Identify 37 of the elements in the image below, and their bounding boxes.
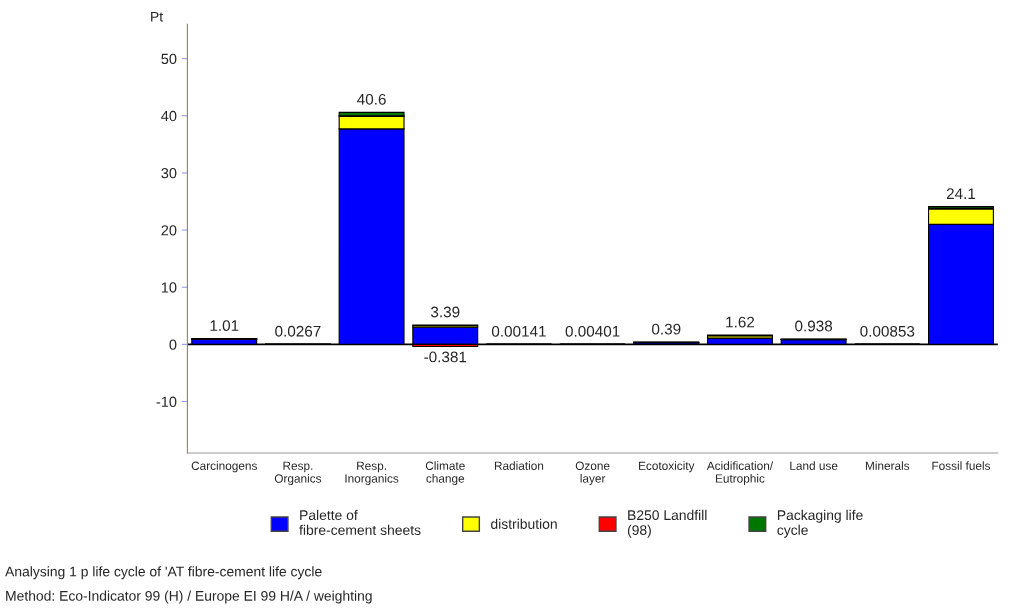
text: Method: Eco-Indicator 99 (H) / Europe EI 99 H/A / weighting [6,590,372,604]
x-tick-label: Carcinogens [191,461,257,473]
y-axis-title: Pt [151,11,163,22]
x-tick-label: Resp. Organics [274,461,322,486]
x-tick-label: Ecotoxicity [639,461,695,473]
x-tick-label: Fossil fuels [932,461,991,470]
y-tick-label: 20 [161,225,177,236]
total-label: 0.00853 [860,325,915,337]
total-label: 1.62 [726,316,755,328]
text: Analysing 1 p life cycle of 'AT fibre-cement life cycle [5,566,322,580]
y-tick-label: 0 [169,339,177,350]
x-tick-label: Climate change [425,461,465,486]
total-label: 0.938 [795,320,833,332]
annotation: 3.39 [430,306,460,318]
legend-label: B250 Landfill (98) [627,509,707,538]
y-tick-label: 40 [161,110,177,122]
total-label: 0.0267 [275,325,321,337]
x-tick-label: Radiation [494,461,544,470]
y-tick-label: 50 [161,53,177,65]
x-tick-label: Acidification/ Eutrophic [706,461,774,486]
total-label: 0.00401 [565,325,620,337]
y-tick-label: 10 [161,282,177,293]
total-label: 1.01 [210,320,239,332]
x-tick-label: Ozone layer [575,461,610,486]
total-label: 40.6 [357,93,386,105]
x-tick-label: Minerals [865,461,910,470]
legend-label: Packaging life cycle [777,509,863,538]
total-label: 0.39 [652,323,681,335]
x-tick-label: Land use [790,461,838,470]
legend-label: Palette of fibre-cement sheets [299,509,421,535]
y-tick-label: 30 [161,168,177,179]
legend-label: distribution [491,518,557,529]
annotation: -0.381 [424,351,467,363]
total-label: 0.00141 [491,325,546,337]
x-tick-label: Resp. Inorganics [345,461,399,486]
total-label: 24.1 [946,188,976,199]
y-tick-label: -10 [156,396,177,407]
